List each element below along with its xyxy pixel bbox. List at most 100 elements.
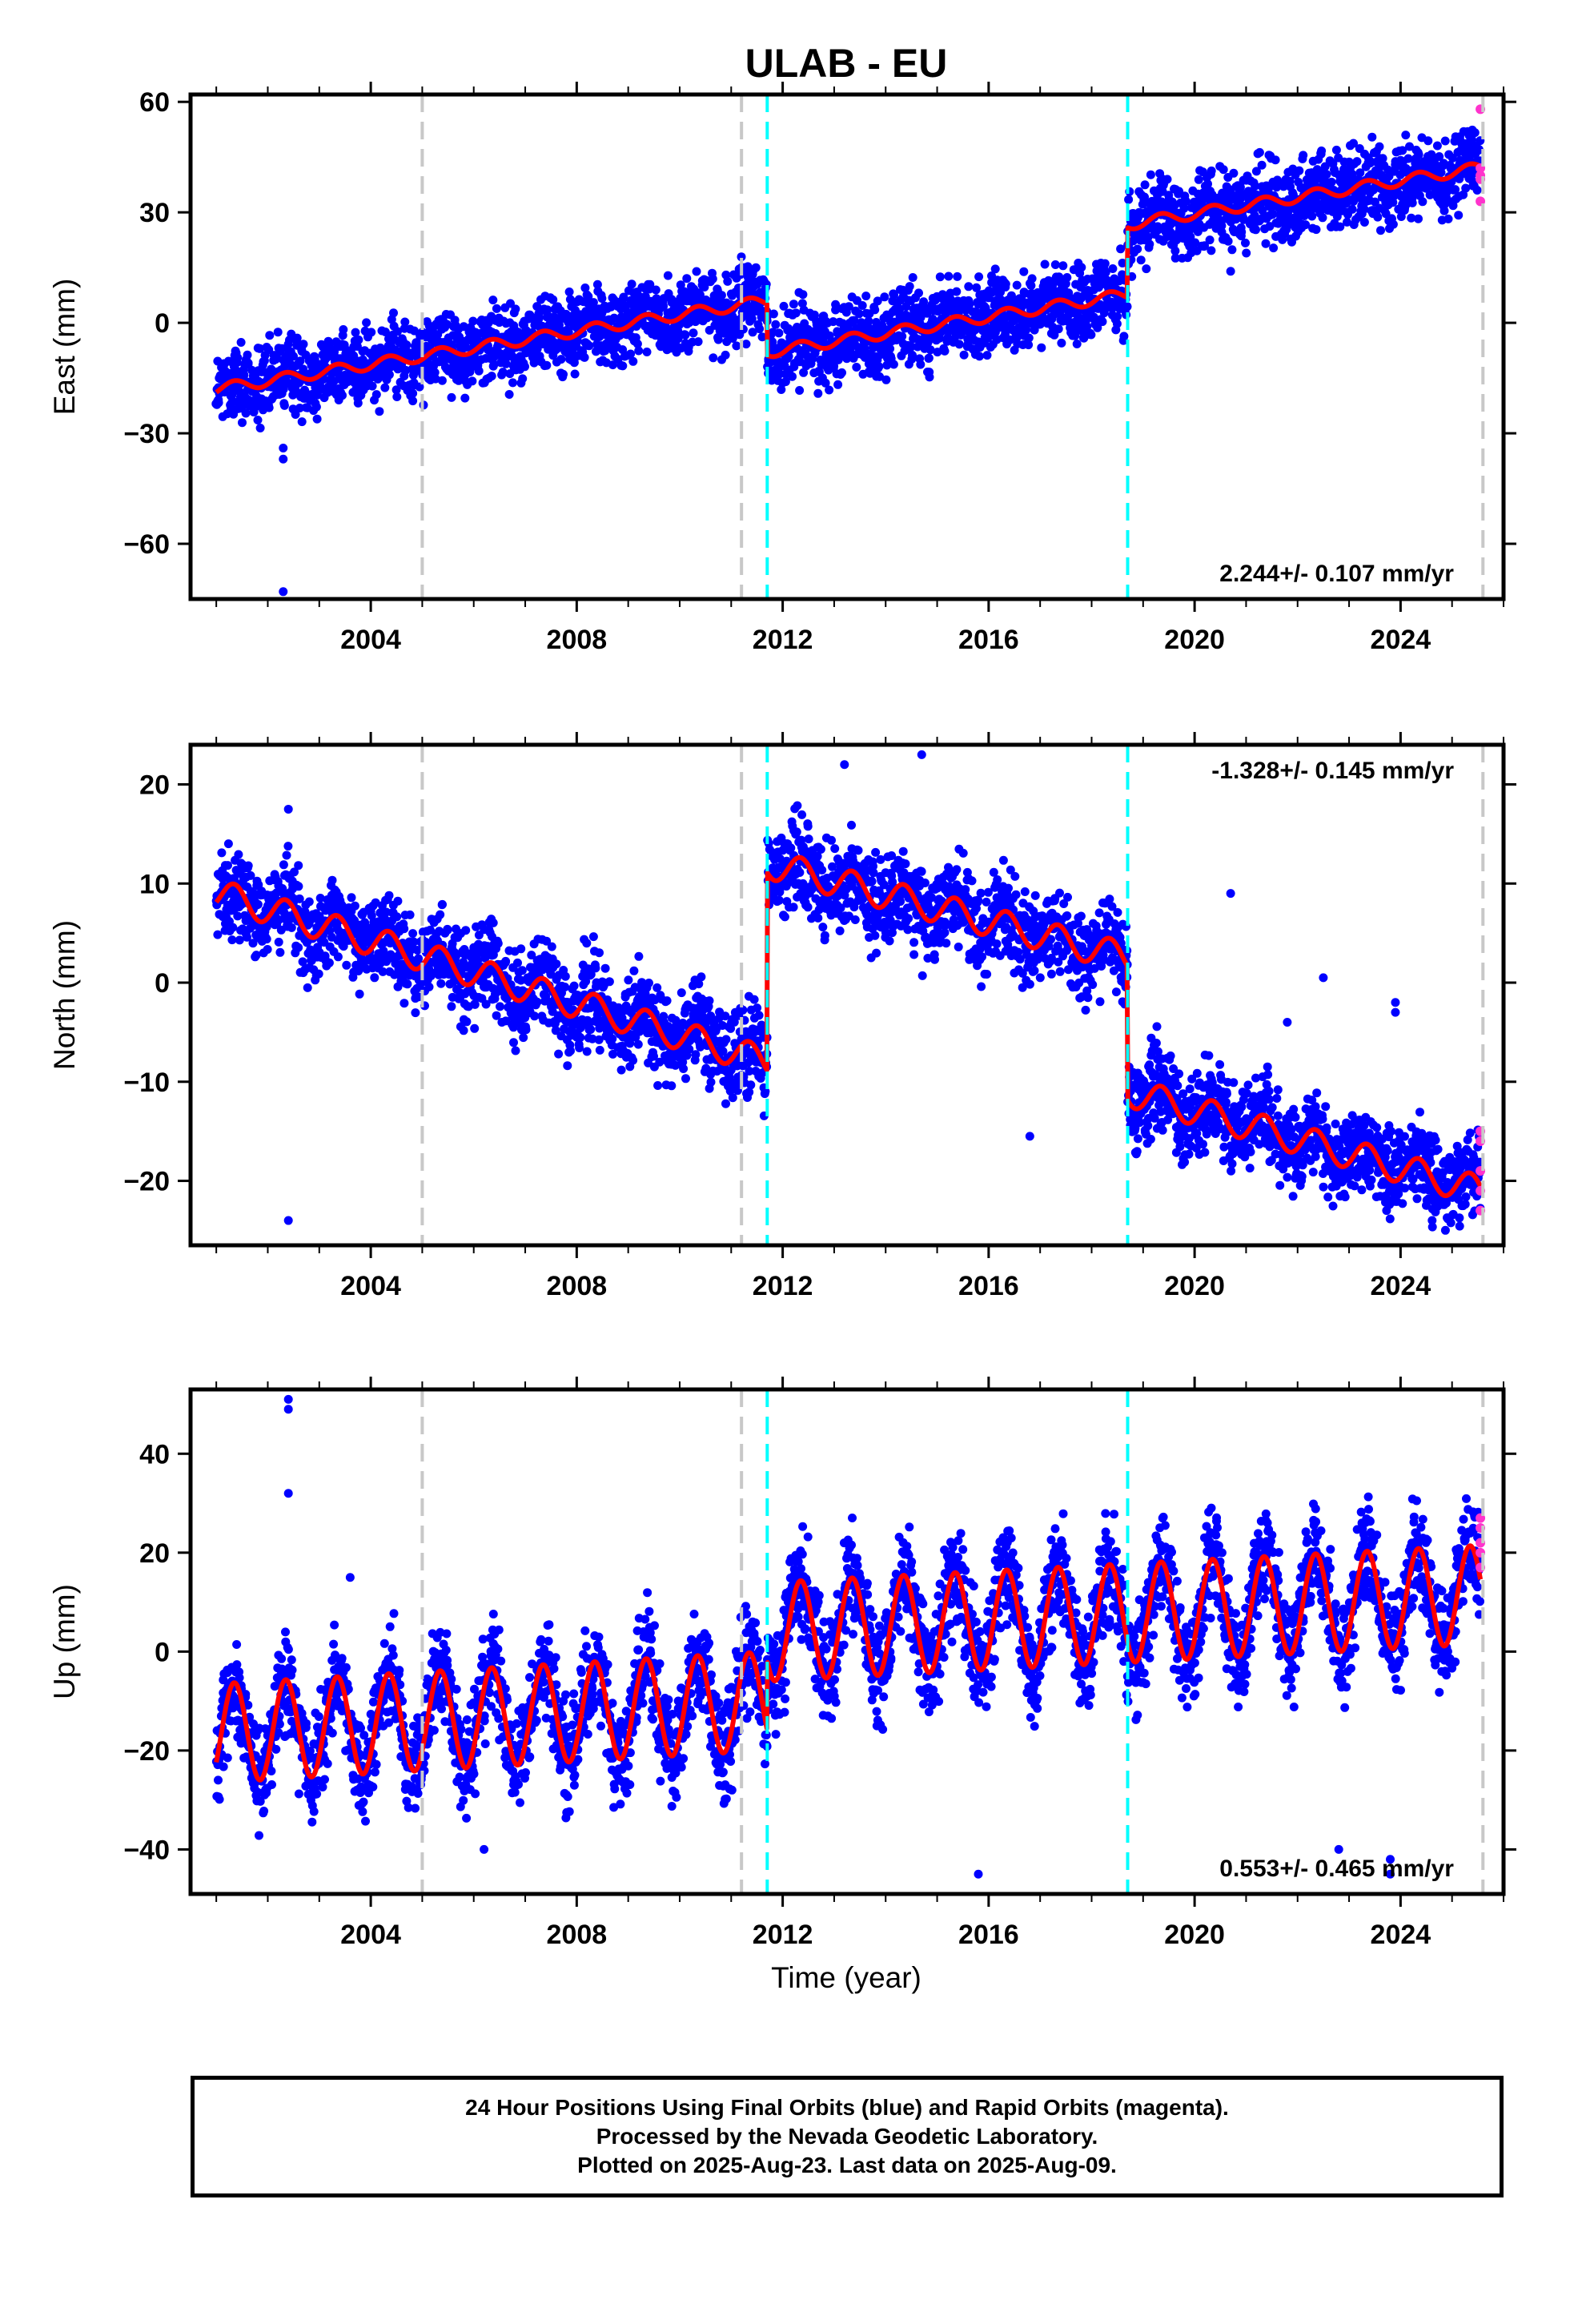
- plot-area: [211, 750, 1486, 1235]
- final-orbit-point: [642, 348, 652, 356]
- final-orbit-point: [875, 372, 885, 381]
- final-orbit-point: [861, 292, 871, 301]
- final-orbit-point: [889, 360, 898, 369]
- final-orbit-point: [391, 385, 401, 395]
- final-orbit-point: [774, 328, 784, 338]
- y-tick-label: 60: [139, 87, 170, 118]
- final-orbit-point: [400, 999, 409, 1008]
- final-orbit-point: [634, 346, 644, 356]
- final-orbit-point: [873, 296, 882, 306]
- final-orbit-point: [659, 301, 669, 311]
- final-orbit-point: [1347, 204, 1357, 214]
- final-orbit-point: [393, 896, 403, 906]
- final-orbit-point: [721, 1035, 731, 1044]
- final-orbit-point: [1072, 340, 1082, 348]
- final-orbit-point: [908, 351, 917, 360]
- final-orbit-point: [496, 1002, 504, 1011]
- final-orbit-point: [1327, 177, 1336, 187]
- final-orbit-point: [697, 972, 706, 982]
- final-orbit-point: [350, 901, 359, 911]
- final-orbit-point: [1301, 220, 1311, 230]
- final-orbit-point: [852, 363, 861, 372]
- final-orbit-point: [295, 404, 304, 412]
- final-orbit-point: [1057, 338, 1066, 348]
- final-orbit-point: [1331, 145, 1341, 155]
- outlier-point: [721, 270, 731, 279]
- final-orbit-point: [1432, 141, 1442, 151]
- final-orbit-point: [402, 340, 412, 350]
- final-orbit-point: [1058, 261, 1068, 271]
- final-orbit-point: [274, 937, 283, 947]
- final-orbit-point: [1299, 151, 1308, 160]
- final-orbit-point: [990, 264, 1000, 274]
- final-orbit-point: [829, 361, 839, 371]
- final-orbit-point: [547, 942, 556, 951]
- final-orbit-point: [1307, 211, 1317, 221]
- final-orbit-point: [1257, 160, 1267, 170]
- final-orbit-point: [1186, 232, 1195, 242]
- y-tick-label: 30: [139, 198, 170, 228]
- final-orbit-point: [788, 372, 797, 381]
- final-orbit-point: [1352, 157, 1362, 167]
- final-orbit-point: [1237, 227, 1247, 237]
- final-orbit-point: [393, 327, 402, 336]
- final-orbit-point: [626, 349, 636, 359]
- final-orbit-point: [1373, 212, 1383, 222]
- final-orbit-point: [411, 1008, 420, 1018]
- final-orbit-point: [717, 291, 726, 300]
- final-orbit-point: [721, 1099, 730, 1108]
- final-orbit-point: [367, 381, 377, 391]
- final-orbit-point: [1367, 132, 1377, 142]
- outlier-point: [1226, 267, 1235, 276]
- final-orbit-point: [430, 368, 440, 377]
- final-orbit-point: [488, 296, 498, 305]
- final-orbit-point: [532, 997, 542, 1007]
- final-orbit-point: [1261, 239, 1271, 248]
- final-orbit-point: [632, 339, 642, 348]
- final-orbit-point: [511, 304, 520, 314]
- outlier-point: [279, 454, 288, 464]
- final-orbit-point: [384, 891, 394, 900]
- final-orbit-point: [799, 368, 809, 377]
- final-orbit-point: [926, 345, 935, 355]
- final-orbit-point: [1219, 165, 1228, 175]
- final-orbit-point: [548, 295, 558, 304]
- final-orbit-point: [633, 1039, 643, 1049]
- final-orbit-point: [513, 958, 522, 967]
- final-orbit-point: [1050, 260, 1060, 269]
- final-orbit-point: [1162, 175, 1172, 184]
- final-orbit-point: [1454, 211, 1464, 220]
- final-orbit-point: [1320, 162, 1330, 171]
- final-orbit-point: [1100, 259, 1110, 268]
- final-orbit-point: [239, 400, 247, 410]
- final-orbit-point: [1012, 280, 1022, 290]
- final-orbit-point: [1376, 226, 1385, 235]
- final-orbit-point: [1022, 325, 1031, 335]
- final-orbit-point: [392, 912, 402, 922]
- final-orbit-point: [692, 267, 701, 276]
- final-orbit-point: [689, 328, 698, 338]
- final-orbit-point: [511, 1046, 520, 1055]
- final-orbit-point: [491, 329, 500, 338]
- final-orbit-point: [501, 359, 511, 368]
- final-orbit-point: [974, 352, 984, 361]
- final-orbit-point: [408, 396, 418, 406]
- final-orbit-point: [798, 290, 808, 300]
- final-orbit-point: [880, 292, 889, 302]
- final-orbit-point: [1378, 154, 1387, 163]
- final-orbit-point: [829, 317, 838, 327]
- final-orbit-point: [706, 1077, 716, 1087]
- final-orbit-point: [560, 971, 570, 981]
- velocity-rate-label: 2.244+/- 0.107 mm/yr: [1219, 561, 1454, 587]
- final-orbit-point: [582, 939, 592, 948]
- final-orbit-point: [314, 969, 323, 979]
- final-orbit-point: [1077, 263, 1086, 272]
- final-orbit-point: [560, 983, 570, 991]
- final-orbit-point: [437, 376, 447, 385]
- final-orbit-point: [273, 328, 283, 337]
- final-orbit-point: [1355, 168, 1365, 178]
- final-orbit-point: [401, 365, 411, 375]
- final-orbit-point: [1124, 195, 1134, 204]
